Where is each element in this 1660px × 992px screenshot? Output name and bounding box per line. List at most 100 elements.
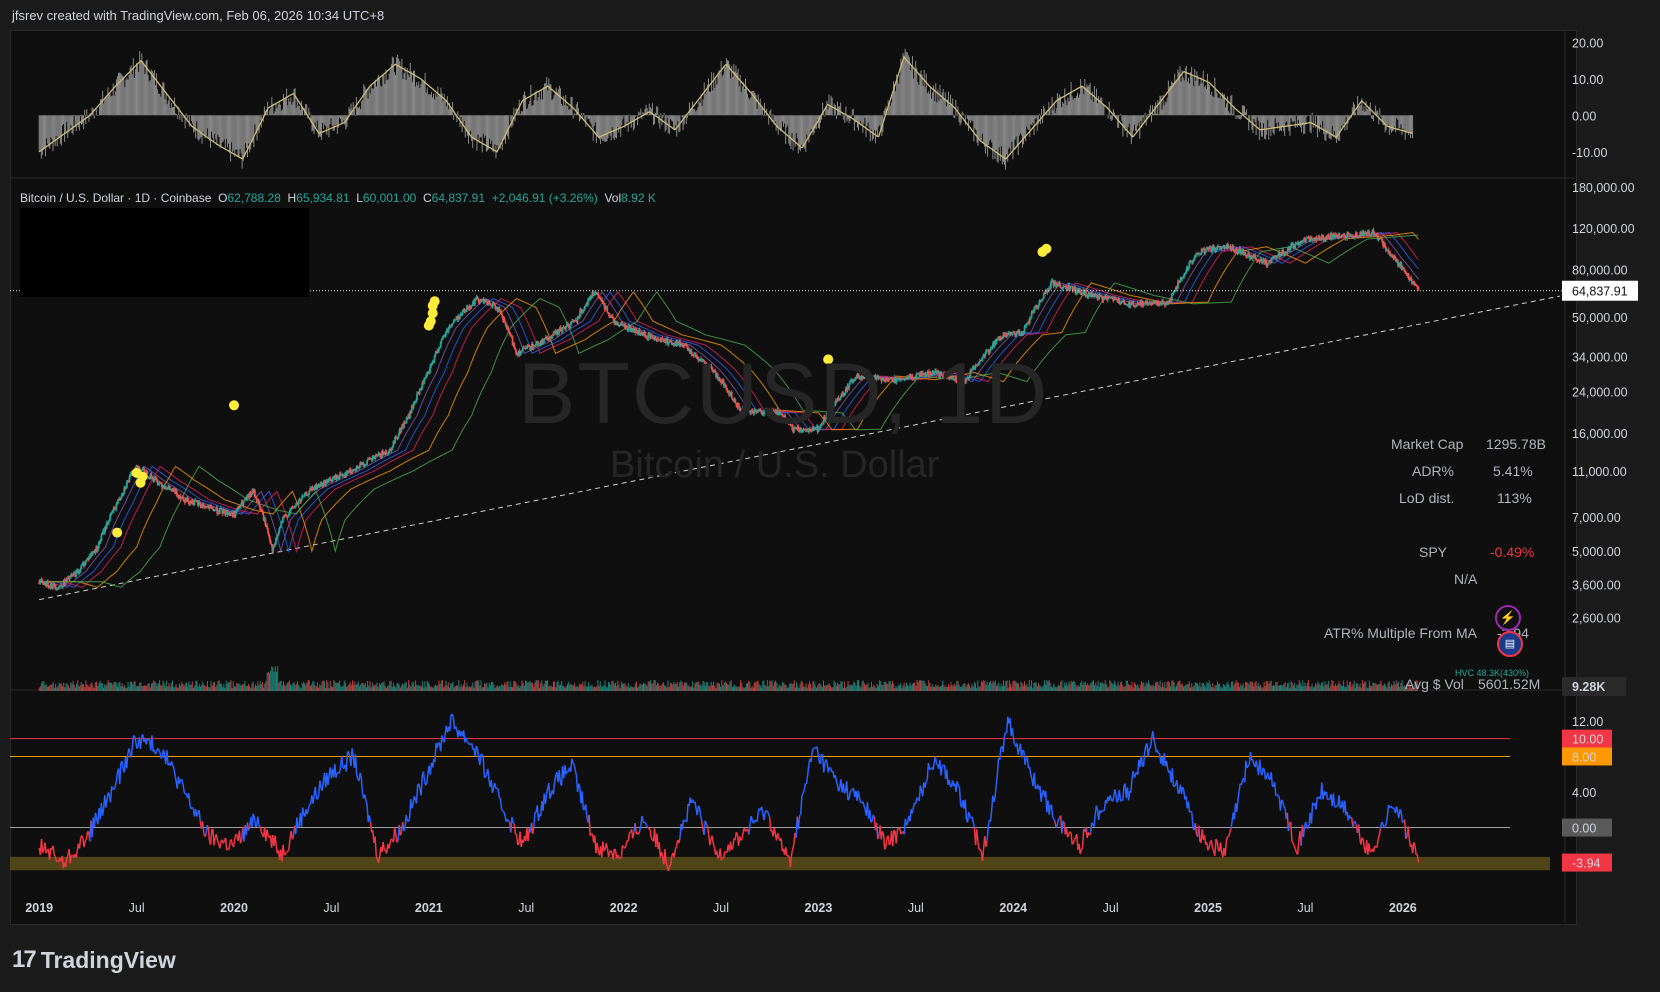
candle-body: [853, 379, 856, 382]
candle-body: [498, 307, 501, 311]
candle-body: [995, 339, 998, 344]
candle-body: [973, 367, 976, 370]
candle-body: [123, 487, 126, 493]
candle-body: [1026, 323, 1029, 324]
candle-body: [812, 427, 815, 430]
candle-body: [1081, 292, 1084, 294]
candle-body: [957, 377, 960, 379]
candle-body: [766, 409, 769, 414]
candle-body: [1134, 305, 1137, 307]
candle-body: [454, 319, 457, 321]
chart-frame[interactable]: [10, 30, 1577, 925]
candle-body: [985, 350, 988, 352]
candle-body: [1063, 285, 1066, 287]
signal-dot: [131, 467, 142, 478]
candle-body: [1412, 281, 1415, 283]
candle-body: [84, 560, 87, 565]
candle-body: [504, 321, 507, 326]
candle-body: [339, 473, 341, 477]
candle-body: [1344, 236, 1347, 239]
candle-body: [1123, 302, 1126, 305]
candle-body: [887, 379, 890, 381]
candle-body: [1144, 302, 1147, 304]
candle-body: [822, 423, 824, 424]
candle-body: [687, 346, 689, 351]
candle-body: [530, 347, 532, 350]
candle-body: [396, 436, 399, 440]
candle-body: [1205, 249, 1207, 251]
candle-body: [235, 508, 238, 513]
candle-body: [882, 378, 885, 379]
candle-body: [57, 587, 60, 590]
candle-body: [377, 453, 380, 456]
candle-body: [410, 406, 413, 413]
candle-body: [1071, 286, 1074, 291]
candle-body: [683, 345, 686, 347]
candle-body: [627, 326, 630, 331]
candle-body: [1030, 312, 1033, 318]
candle-body: [900, 377, 903, 380]
candle-body: [769, 410, 772, 412]
candle-body: [358, 467, 361, 469]
candle-body: [752, 412, 755, 414]
candle-body: [476, 296, 479, 299]
candle-body: [141, 468, 144, 471]
candle-body: [1132, 300, 1135, 305]
candle-body: [1230, 248, 1233, 250]
candle-body: [470, 305, 473, 308]
candle-body: [360, 463, 363, 465]
candle-body: [940, 372, 943, 375]
candle-body: [644, 336, 647, 338]
candle-body: [866, 376, 869, 378]
candle-body: [1020, 332, 1022, 336]
candle-body: [1025, 323, 1028, 326]
candle-body: [502, 315, 504, 321]
candle-body: [1346, 233, 1349, 239]
support-trendline: [39, 295, 1561, 601]
candle-body: [1042, 293, 1045, 299]
candle-body: [991, 346, 994, 348]
candle-body: [897, 378, 900, 380]
candle-body: [601, 299, 603, 302]
candle-body: [138, 466, 141, 470]
candle-body: [693, 353, 695, 356]
candle-body: [996, 338, 999, 340]
candle-body: [208, 505, 211, 509]
price-tick-label: 5,000.00: [1572, 545, 1621, 559]
candle-body: [1310, 236, 1313, 240]
candle-body: [242, 501, 245, 506]
candle-body: [665, 339, 667, 344]
candle-body: [1416, 286, 1419, 287]
candle-body: [559, 327, 562, 332]
candle-body: [153, 479, 155, 481]
candle-body: [442, 335, 445, 339]
candle-body: [864, 376, 866, 379]
candle-body: [507, 326, 510, 331]
candle-body: [537, 344, 540, 346]
candle-body: [891, 377, 894, 380]
candle-body: [1142, 302, 1145, 306]
candle-body: [414, 402, 417, 403]
candle-body: [974, 365, 977, 368]
candle-body: [748, 410, 751, 412]
chart-header: jfsrev created with TradingView.com, Feb…: [12, 8, 385, 23]
candle-body: [1292, 244, 1295, 248]
candle-body: [116, 503, 119, 505]
candle-body: [1312, 239, 1314, 242]
candle-body: [453, 320, 456, 322]
candle-body: [105, 522, 108, 529]
candle-body: [1014, 335, 1017, 336]
candle-body: [1066, 288, 1069, 291]
candle-body: [1343, 234, 1346, 237]
candle-body: [580, 310, 582, 312]
candle-body: [1153, 300, 1156, 304]
volume-pane: 9.28K: [38, 666, 1626, 696]
candle-body: [1390, 255, 1392, 257]
candle-body: [819, 425, 822, 428]
candle-body: [668, 341, 671, 343]
candle-body: [169, 489, 172, 491]
candle-body: [154, 477, 157, 479]
candle-body: [978, 362, 980, 364]
candle-body: [511, 337, 514, 346]
